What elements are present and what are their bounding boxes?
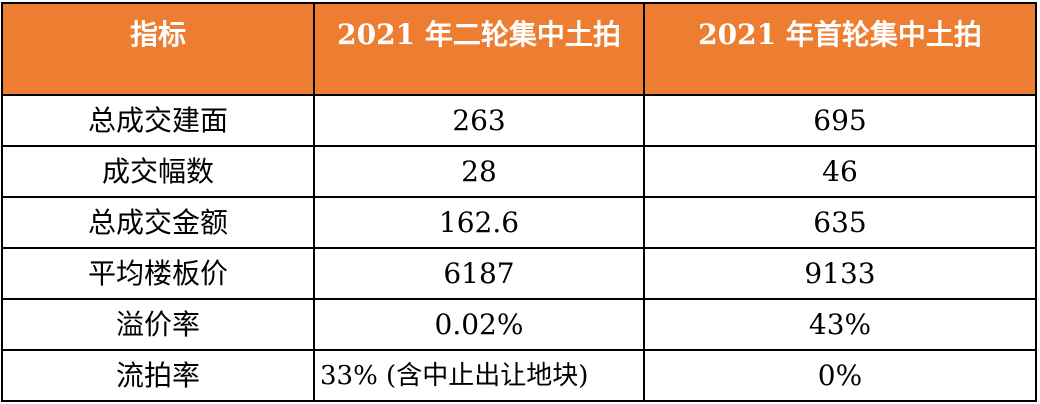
table-row-premium-rate: 溢价率 0.02% 43% xyxy=(1,298,1037,351)
value-cell: 0.02% xyxy=(313,298,645,351)
row-label-cell: 总成交金额 xyxy=(1,196,315,249)
row-label-cell: 溢价率 xyxy=(1,298,315,351)
header-cell-indicator: 指标 xyxy=(1,2,315,96)
value-cell: 33% (含中止出让地块) xyxy=(313,349,645,402)
row-label-cell: 总成交建面 xyxy=(1,94,315,147)
header-row: 指标 2021 年二轮集中土拍 2021 年首轮集中土拍 xyxy=(1,2,1037,96)
value-cell: 28 xyxy=(313,145,645,198)
value-cell: 695 xyxy=(643,94,1037,147)
value-cell: 6187 xyxy=(313,247,645,300)
table-row-failure-rate: 流拍率 33% (含中止出让地块) 0% xyxy=(1,349,1037,402)
value-cell: 635 xyxy=(643,196,1037,249)
value-cell: 43% xyxy=(643,298,1037,351)
row-label-cell: 平均楼板价 xyxy=(1,247,315,300)
table-row-plot-count: 成交幅数 28 46 xyxy=(1,145,1037,198)
row-label-cell: 流拍率 xyxy=(1,349,315,402)
value-cell: 9133 xyxy=(643,247,1037,300)
value-cell: 46 xyxy=(643,145,1037,198)
value-cell: 0% xyxy=(643,349,1037,402)
header-cell-first-round: 2021 年首轮集中土拍 xyxy=(643,2,1037,96)
value-cell: 263 xyxy=(313,94,645,147)
row-label-cell: 成交幅数 xyxy=(1,145,315,198)
header-cell-second-round: 2021 年二轮集中土拍 xyxy=(313,2,645,96)
table-row-floor-area: 总成交建面 263 695 xyxy=(1,94,1037,147)
table-row-total-amount: 总成交金额 162.6 635 xyxy=(1,196,1037,249)
table-row-avg-floor-price: 平均楼板价 6187 9133 xyxy=(1,247,1037,300)
value-cell: 162.6 xyxy=(313,196,645,249)
